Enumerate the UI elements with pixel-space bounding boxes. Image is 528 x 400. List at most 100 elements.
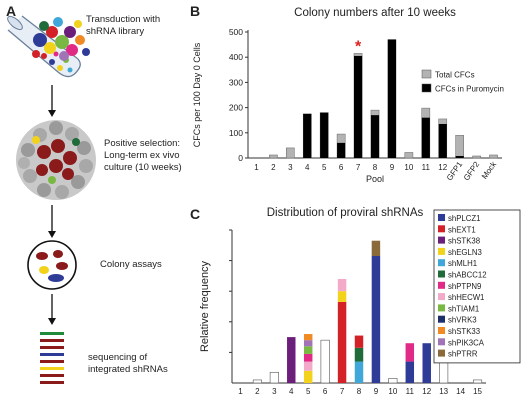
bar-total-cfcs bbox=[269, 154, 278, 159]
legend-swatch bbox=[438, 338, 445, 346]
y-tick-label: 300 bbox=[229, 77, 243, 87]
chart-title: Distribution of proviral shRNAs bbox=[267, 207, 424, 219]
x-tick-label: 9 bbox=[374, 387, 379, 396]
x-tick-label: 2 bbox=[271, 163, 276, 172]
x-tick-label: 3 bbox=[288, 163, 293, 172]
x-tick-label: 8 bbox=[357, 387, 362, 396]
arrow-down-icon bbox=[48, 205, 56, 238]
x-tick-label: GFP2 bbox=[462, 160, 482, 183]
x-tick-label: 1 bbox=[238, 387, 243, 396]
x-tick-label: 7 bbox=[340, 387, 345, 396]
bar-total-cfcs bbox=[404, 152, 414, 159]
legend-label: shMLH1 bbox=[448, 259, 477, 268]
legend-label: shEXT1 bbox=[448, 225, 476, 234]
sequencing-bars-icon bbox=[40, 332, 64, 384]
bar-cfcs-puromycin bbox=[303, 113, 312, 158]
stack-segment bbox=[405, 361, 415, 383]
stack-segment bbox=[354, 361, 364, 383]
panel-a-illustration bbox=[7, 15, 96, 384]
stack-segment bbox=[303, 334, 313, 341]
legend-label: shSTK33 bbox=[448, 327, 480, 336]
y-axis-label: Relative frequency bbox=[199, 260, 211, 352]
legend-swatch bbox=[438, 327, 445, 334]
x-tick-label: 3 bbox=[272, 387, 277, 396]
arrow-down-icon bbox=[48, 294, 56, 325]
legend-swatch bbox=[421, 83, 432, 93]
x-tick-label: Mock bbox=[480, 159, 499, 181]
x-tick-label: 15 bbox=[473, 387, 482, 396]
colony-numbers-chart: Colony numbers after 10 weeks 0 100 200 300 4… bbox=[192, 7, 504, 184]
stack-segment bbox=[371, 256, 381, 383]
bar-cfcs-puromycin bbox=[421, 117, 430, 158]
legend-swatch bbox=[438, 281, 445, 289]
legend-swatch bbox=[438, 304, 445, 312]
x-tick-label: 13 bbox=[439, 387, 448, 396]
y-axis-label: CFCs per 100 Day 0 Cells bbox=[192, 42, 202, 147]
step-selection-label: Positive selection: Long-term ex vivo cu… bbox=[104, 138, 182, 173]
legend-label: shPIK3CA bbox=[448, 338, 485, 347]
legend-label: shSTK38 bbox=[448, 237, 480, 246]
bar-cfcs-puromycin bbox=[370, 115, 380, 158]
bar-cfcs-puromycin bbox=[320, 112, 329, 158]
x-tick-label: 10 bbox=[404, 163, 413, 172]
y-tick-label: 200 bbox=[229, 103, 243, 113]
stack-segment bbox=[337, 278, 347, 292]
x-tick-label: 11 bbox=[422, 163, 431, 172]
panel-a-letter: A bbox=[6, 3, 17, 19]
legend-label: shPLCZ1 bbox=[448, 214, 481, 223]
x-tick-label: 11 bbox=[406, 387, 415, 396]
stack-segment bbox=[371, 240, 381, 257]
x-tick-label: 4 bbox=[305, 163, 310, 172]
stack-segment bbox=[303, 370, 313, 383]
test-tube-icon bbox=[7, 15, 81, 78]
stack-segment bbox=[303, 361, 313, 371]
legend-label: shPTRR bbox=[448, 350, 478, 359]
legend-label: shABCC12 bbox=[448, 271, 487, 280]
legend-swatch bbox=[438, 349, 445, 357]
legend-label: shTIAM1 bbox=[448, 304, 479, 313]
legend-label: shEGLN3 bbox=[448, 248, 482, 257]
legend-swatch bbox=[438, 259, 445, 267]
stack-segment bbox=[269, 371, 279, 384]
stack-segment bbox=[320, 339, 330, 384]
step-transduction-label: Transduction with shRNA library bbox=[86, 14, 161, 37]
bar-cfcs-puromycin bbox=[387, 39, 396, 159]
x-tick-label: 14 bbox=[456, 387, 465, 396]
legend-label: Total CFCs bbox=[435, 71, 475, 80]
significance-asterisk: * bbox=[355, 38, 362, 55]
bar-cfcs-puromycin bbox=[438, 123, 447, 158]
legend-swatch bbox=[438, 315, 445, 323]
bar-total-cfcs bbox=[455, 135, 464, 159]
y-tick-label: 400 bbox=[229, 52, 243, 62]
stack-segment bbox=[354, 335, 364, 348]
legend-swatch bbox=[438, 214, 445, 221]
stack-segment bbox=[252, 379, 262, 384]
x-tick-label: 8 bbox=[373, 163, 378, 172]
step-sequencing-label: sequencing of integrated shRNAs bbox=[88, 352, 168, 375]
stack-segment bbox=[422, 343, 431, 383]
stack-segment bbox=[337, 301, 347, 383]
bar-cfcs-puromycin bbox=[337, 142, 346, 158]
y-tick-label: 0 bbox=[238, 153, 243, 163]
legend-label: CFCs in Puromycin bbox=[435, 85, 504, 94]
panel-c-letter: C bbox=[190, 206, 201, 222]
x-tick-label: 5 bbox=[322, 163, 327, 172]
legend-swatch bbox=[438, 247, 445, 255]
colony-dish-icon bbox=[27, 240, 77, 290]
legend-label: shPTPN9 bbox=[448, 282, 481, 291]
legend-swatch bbox=[438, 225, 445, 233]
y-tick-label: 500 bbox=[229, 27, 243, 37]
x-tick-label: 2 bbox=[255, 387, 260, 396]
stack-segment bbox=[405, 343, 415, 362]
legend-box bbox=[433, 209, 521, 364]
stack-segment bbox=[472, 379, 483, 384]
x-tick-label: 6 bbox=[339, 163, 344, 172]
bar-total-cfcs bbox=[472, 155, 481, 159]
x-tick-label: 4 bbox=[289, 387, 294, 396]
culture-cells-icon bbox=[16, 120, 96, 200]
legend-label: shVRK3 bbox=[448, 316, 477, 325]
legend-swatch bbox=[438, 293, 445, 301]
panel-b-letter: B bbox=[190, 3, 201, 19]
stack-segment bbox=[303, 340, 313, 347]
step-colony-label: Colony assays bbox=[100, 259, 162, 270]
